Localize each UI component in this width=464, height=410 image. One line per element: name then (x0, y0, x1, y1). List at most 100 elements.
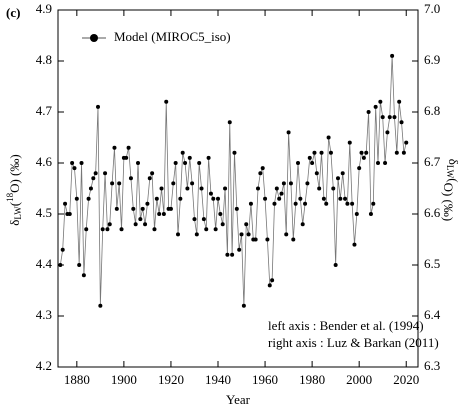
data-point (378, 99, 383, 104)
data-point (79, 161, 84, 165)
data-point (364, 150, 369, 155)
data-point (390, 53, 395, 58)
data-point (86, 196, 91, 201)
data-point (288, 181, 293, 186)
data-point (185, 186, 190, 191)
data-point (253, 237, 258, 242)
data-point (307, 155, 312, 160)
data-point (281, 181, 286, 186)
data-point (183, 161, 188, 165)
data-point (394, 150, 399, 155)
y-label-part: ( (7, 202, 22, 206)
data-point (347, 140, 352, 145)
data-point (260, 166, 265, 171)
y2-tick-label: 6.7 (424, 154, 441, 169)
data-point (244, 222, 249, 227)
data-point (293, 201, 298, 206)
y2-label-part: ( (446, 178, 461, 182)
y-tick-label: 4.8 (36, 52, 52, 67)
y2-label-part: LW (445, 165, 455, 179)
data-point (173, 161, 178, 165)
data-point (143, 222, 148, 227)
data-point (277, 196, 282, 201)
data-point (180, 150, 185, 155)
data-point (237, 247, 242, 252)
data-point (211, 196, 216, 201)
data-point (84, 227, 89, 232)
data-point (81, 273, 86, 278)
data-point (159, 186, 164, 191)
data-point (131, 206, 136, 211)
data-point (98, 303, 103, 308)
y2-label-part: δ (446, 159, 461, 165)
data-point (150, 171, 155, 176)
y-axis-label: δLW(18O) (‰) (5, 154, 23, 225)
data-point (336, 176, 340, 181)
data-point (300, 222, 305, 227)
data-point (314, 171, 319, 176)
data-point (199, 186, 204, 191)
data-point (91, 176, 96, 181)
data-point (241, 303, 246, 308)
data-point (401, 150, 406, 155)
data-point (96, 104, 100, 109)
data-point (119, 227, 124, 232)
data-point (171, 181, 176, 186)
data-point (310, 161, 315, 165)
data-point (117, 181, 122, 186)
data-point (387, 115, 392, 120)
data-point (72, 166, 77, 171)
data-point (298, 196, 303, 201)
data-point (331, 186, 336, 191)
data-point (404, 140, 409, 145)
y-tick-label: 4.4 (36, 256, 53, 271)
data-point (232, 150, 237, 155)
data-point (161, 212, 166, 216)
y2-tick-label: 7.0 (424, 1, 440, 16)
data-point (77, 263, 82, 267)
data-point (204, 227, 209, 232)
x-tick-label: 1900 (111, 372, 137, 387)
data-point (399, 120, 404, 125)
data-point (392, 115, 397, 120)
y2-label-part: O) (‰) (441, 183, 456, 222)
data-point (272, 201, 277, 206)
data-point (248, 201, 253, 206)
data-point (258, 171, 263, 176)
data-point (110, 181, 115, 186)
data-point (107, 222, 112, 227)
data-point (105, 227, 110, 232)
annotation: left axis : Bender et al. (1994) (268, 318, 424, 333)
data-point (192, 217, 197, 222)
y-tick-label: 4.3 (36, 307, 52, 322)
data-point (74, 196, 79, 201)
data-point (361, 155, 366, 160)
data-point (206, 155, 211, 160)
data-point (246, 232, 251, 237)
data-point (126, 145, 131, 150)
data-point (201, 217, 206, 222)
data-point (128, 176, 133, 181)
data-point (333, 263, 338, 267)
data-point (352, 242, 357, 247)
data-point (152, 227, 157, 232)
legend-marker (90, 34, 98, 42)
y-tick-label: 4.9 (36, 1, 52, 16)
data-point (373, 104, 378, 109)
data-point (303, 201, 308, 206)
annotation: right axis : Luz & Barkan (2011) (268, 335, 439, 350)
data-point (103, 171, 108, 176)
y-label-part: 18 (5, 192, 15, 202)
data-point (178, 196, 183, 201)
data-point (164, 99, 169, 104)
y2-tick-label: 6.8 (424, 103, 440, 118)
data-point (274, 186, 279, 191)
data-point (70, 161, 75, 165)
data-point (340, 171, 345, 176)
data-point (239, 232, 244, 237)
data-point (93, 171, 98, 176)
data-point (208, 191, 213, 196)
y-label-part: δ (7, 220, 22, 226)
data-point (256, 186, 260, 191)
data-point (58, 263, 63, 267)
